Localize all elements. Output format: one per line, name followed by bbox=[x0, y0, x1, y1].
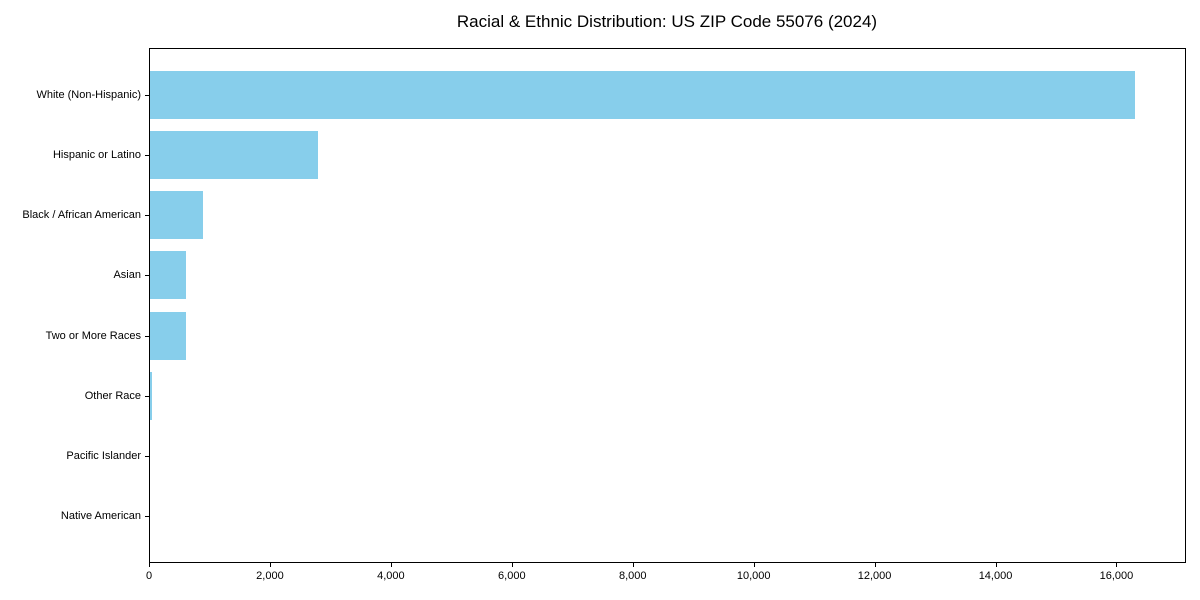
x-tick-label: 6,000 bbox=[498, 570, 526, 582]
x-tick-label: 4,000 bbox=[377, 570, 405, 582]
bar bbox=[150, 371, 153, 420]
y-tick-label: Asian bbox=[113, 269, 141, 282]
bar bbox=[150, 131, 319, 180]
x-tick-label: 12,000 bbox=[857, 570, 892, 582]
x-tick-mark bbox=[874, 563, 876, 567]
y-tick-mark bbox=[145, 95, 149, 97]
y-tick-label: Other Race bbox=[84, 389, 141, 402]
chart-title: Racial & Ethnic Distribution: US ZIP Cod… bbox=[456, 12, 878, 31]
x-tick-mark bbox=[269, 563, 271, 567]
y-tick-mark bbox=[145, 395, 149, 397]
bar bbox=[150, 71, 1135, 120]
x-tick-label: 2,000 bbox=[256, 570, 284, 582]
bar bbox=[150, 191, 203, 240]
y-tick-mark bbox=[145, 455, 149, 457]
x-tick-label: 0 bbox=[145, 570, 153, 582]
y-tick-label: Black / African American bbox=[22, 209, 141, 222]
y-tick-label: White (Non-Hispanic) bbox=[36, 89, 141, 102]
y-tick-mark bbox=[145, 515, 149, 517]
x-tick-label: 16,000 bbox=[1099, 570, 1134, 582]
plot-area bbox=[149, 48, 1186, 563]
x-tick-mark bbox=[390, 563, 392, 567]
x-tick-mark bbox=[753, 563, 755, 567]
y-tick-mark bbox=[145, 155, 149, 157]
x-tick-mark bbox=[995, 563, 997, 567]
x-tick-mark bbox=[632, 563, 634, 567]
bar bbox=[150, 251, 187, 300]
y-tick-label: Two or More Races bbox=[45, 329, 141, 342]
y-tick-mark bbox=[145, 215, 149, 217]
y-tick-label: Hispanic or Latino bbox=[52, 149, 141, 162]
x-tick-label: 14,000 bbox=[978, 570, 1013, 582]
x-tick-mark bbox=[1116, 563, 1118, 567]
y-tick-label: Native American bbox=[60, 509, 141, 522]
x-tick-mark bbox=[149, 563, 150, 567]
x-tick-mark bbox=[511, 563, 513, 567]
y-tick-label: Pacific Islander bbox=[66, 449, 141, 462]
x-tick-label: 8,000 bbox=[618, 570, 647, 582]
y-tick-mark bbox=[145, 335, 149, 337]
bar bbox=[150, 311, 186, 360]
x-tick-label: 10,000 bbox=[736, 570, 771, 582]
y-tick-mark bbox=[145, 275, 149, 277]
